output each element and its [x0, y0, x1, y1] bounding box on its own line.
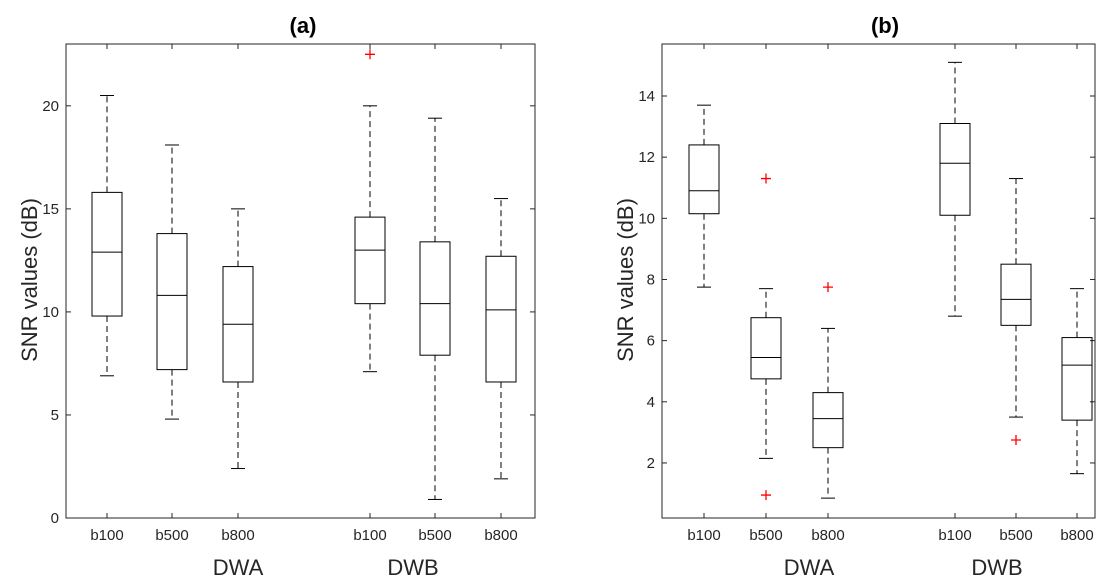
x-tick-label: b500 — [749, 527, 782, 544]
box — [750, 317, 782, 380]
y-tick-label: 10 — [638, 210, 655, 227]
y-tick-label: 10 — [42, 304, 59, 321]
x-tick-label: b800 — [1060, 527, 1093, 544]
axes-frame — [65, 43, 536, 519]
group-label-dwa: DWA — [784, 555, 835, 578]
box — [485, 255, 517, 383]
outlier-marker — [365, 49, 375, 60]
x-tick-label: b500 — [999, 527, 1032, 544]
group-label-dwb: DWB — [971, 555, 1022, 578]
x-tick-label: b800 — [811, 527, 844, 544]
outlier-marker — [761, 173, 771, 184]
panel-title: (a) — [290, 13, 317, 38]
y-tick-label: 14 — [638, 88, 655, 105]
panel-b: (b) SNR values (dB) DWA DWB 2 4 6 8 10 12 14 b1… — [613, 13, 1096, 578]
x-tick-label: b100 — [687, 527, 720, 544]
panel-a: (a) SNR values (dB) DWA DWB 0 5 10 15 20 b100… — [17, 13, 536, 578]
y-tick-label: 6 — [647, 333, 655, 350]
y-tick-label: 15 — [42, 201, 59, 218]
x-tick-label: b800 — [221, 527, 254, 544]
outlier-marker — [761, 490, 771, 501]
box — [1000, 263, 1032, 326]
box — [156, 233, 188, 371]
group-label-dwa: DWA — [213, 555, 264, 578]
x-tick-label: b500 — [418, 527, 451, 544]
box — [354, 216, 386, 305]
x-tick-label: b100 — [90, 527, 123, 544]
y-axis-label: SNR values (dB) — [613, 198, 638, 362]
box — [939, 123, 971, 216]
x-tick-label: b500 — [155, 527, 188, 544]
x-tick-label: b100 — [353, 527, 386, 544]
x-tick-label: b100 — [938, 527, 971, 544]
axes-frame — [661, 43, 1096, 519]
box — [812, 392, 844, 449]
y-tick-label: 2 — [647, 455, 655, 472]
box — [419, 241, 451, 356]
panel-title: (b) — [871, 13, 899, 38]
x-tick-label: b800 — [484, 527, 517, 544]
box — [91, 191, 123, 317]
group-label-dwb: DWB — [387, 555, 438, 578]
y-tick-label: 8 — [647, 271, 655, 288]
box — [688, 144, 720, 215]
y-tick-label: 4 — [647, 394, 655, 411]
y-axis-label: SNR values (dB) — [17, 198, 42, 362]
y-tick-label: 20 — [42, 98, 59, 115]
y-tick-label: 12 — [638, 149, 655, 166]
outlier-marker — [823, 282, 833, 293]
y-tick-label: 0 — [51, 510, 59, 527]
outlier-marker — [1011, 435, 1021, 446]
y-tick-label: 5 — [51, 407, 59, 424]
box — [1061, 337, 1093, 421]
